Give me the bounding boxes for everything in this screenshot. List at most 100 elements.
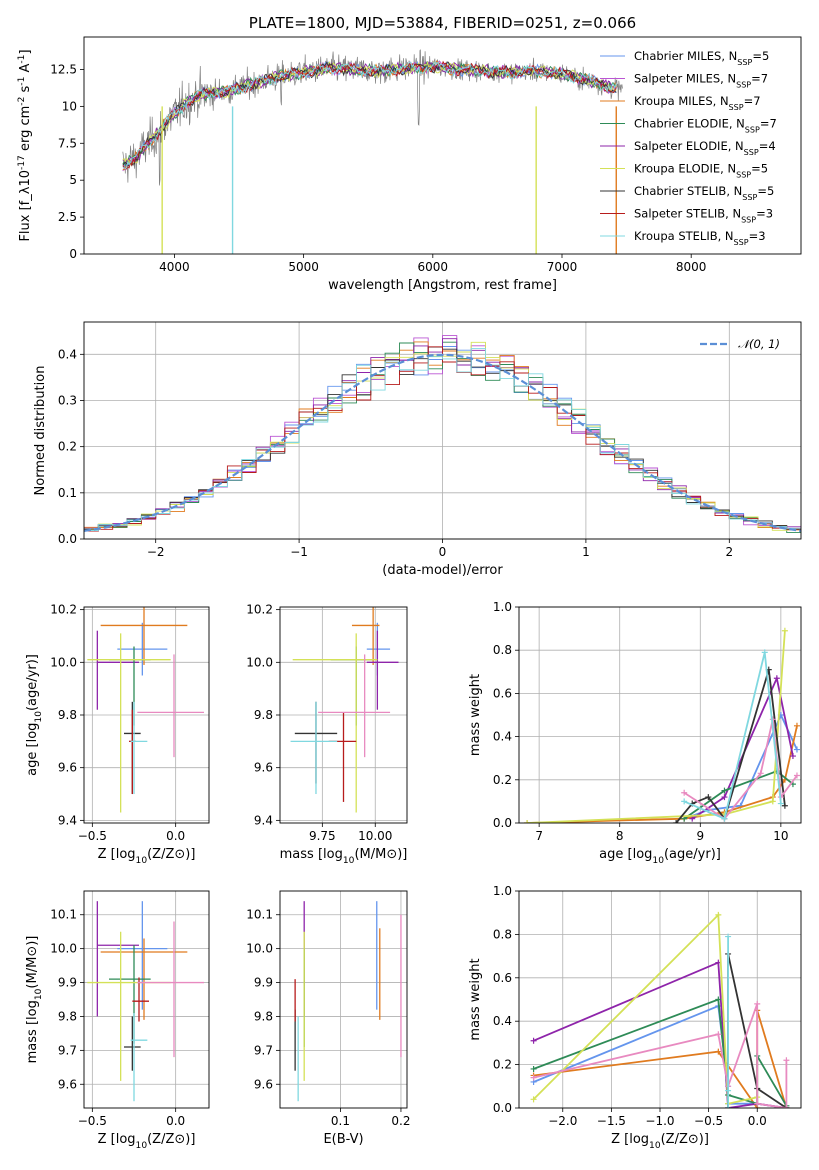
plot-spectrum: 4000 5000 6000 7000 8000 0 2.5 5 7.5 10 12.5 wavele… xyxy=(17,14,802,293)
normal-curve xyxy=(84,353,801,532)
plot-area xyxy=(87,901,204,1102)
errorbar-point xyxy=(96,901,139,1017)
weight-marker xyxy=(725,933,732,940)
plot-massweight-vs-Z: −2.0 −1.5 −1.0 −0.5 0.0 0.0 0.2 0.4 0.6 0.8 1.0 Z [… xyxy=(468,884,802,1151)
legend-entry: Kroupa ELODIE, NSSP=5 xyxy=(634,162,768,180)
x-axis-label: mass [log10(M/M⊙)] xyxy=(280,847,408,866)
y-tick-label: 9.6 xyxy=(58,761,77,775)
y-tick-label: 0.6 xyxy=(493,686,512,700)
y-axis-label: mass [log10(M/M⊙)] xyxy=(25,936,44,1064)
plot-residuals: −2 −1 0 1 2 0.0 0.1 0.2 0.3 0.4 (data-model)/error… xyxy=(33,321,802,578)
errorbar-point xyxy=(117,901,168,1010)
y-tick-label: 0 xyxy=(69,247,77,261)
x-tick-label: 9 xyxy=(696,829,704,843)
weight-marker xyxy=(754,1000,761,1007)
x-tick-label: −2.0 xyxy=(548,1114,577,1128)
y-tick-label: 1.0 xyxy=(493,600,512,614)
y-tick-label: 9.8 xyxy=(58,708,77,722)
axes-frame xyxy=(83,606,210,824)
axes-frame xyxy=(83,890,210,1109)
weight-series xyxy=(683,770,794,820)
weight-marker xyxy=(793,772,800,779)
x-tick-label: −1.5 xyxy=(597,1114,626,1128)
x-tick-label: −0.5 xyxy=(78,1114,107,1128)
legend-entry: Chabrier ELODIE, NSSP=7 xyxy=(634,117,777,135)
weight-marker xyxy=(754,1100,761,1107)
legend-entry: Salpeter STELIB, NSSP=3 xyxy=(634,207,773,225)
legend-entry: Kroupa MILES, NSSP=7 xyxy=(634,94,761,112)
x-tick-label: 0.0 xyxy=(166,1114,185,1128)
errorbar-point xyxy=(292,633,378,813)
weight-marker xyxy=(793,722,800,729)
x-tick-label: −2 xyxy=(147,545,165,559)
y-tick-label: 0.3 xyxy=(58,393,77,407)
plot-massweight-vs-age: 7 8 9 10 0.0 0.2 0.4 0.6 0.8 1.0 age [log10(age/yr… xyxy=(468,600,802,866)
weight-marker xyxy=(777,800,784,807)
x-tick-label: 6000 xyxy=(418,260,449,274)
weight-marker xyxy=(773,675,780,682)
y-axis-label: mass weight xyxy=(468,674,483,756)
weight-series xyxy=(675,669,786,823)
errorbar-point xyxy=(366,630,399,710)
y-tick-label: 0.8 xyxy=(493,927,512,941)
x-tick-label: 7000 xyxy=(547,260,578,274)
weight-marker xyxy=(793,746,800,753)
weight-marker xyxy=(715,996,722,1003)
plot-area xyxy=(122,49,623,254)
plot-age-vs-mass: 9.75 10.00 9.4 9.6 9.8 10.0 10.2 mass [log10(M/… xyxy=(246,603,408,866)
x-axis-label: Z [log10(Z/Z⊙)] xyxy=(98,847,196,866)
plot-area xyxy=(290,607,399,813)
weight-marker xyxy=(721,787,728,794)
y-tick-label: 9.8 xyxy=(58,1009,77,1023)
model-line xyxy=(122,60,617,170)
weight-marker xyxy=(769,798,776,805)
x-axis-label: Z [log10(Z/Z⊙)] xyxy=(98,1132,196,1151)
errorbar-point xyxy=(130,1013,148,1102)
y-tick-label: 9.8 xyxy=(254,1009,273,1023)
plot-area xyxy=(524,627,800,823)
y-axis-label: Normed distribution xyxy=(33,366,48,496)
weight-marker xyxy=(781,627,788,634)
plot-area xyxy=(530,911,790,1108)
errorbar-point xyxy=(96,630,139,710)
model-line xyxy=(122,61,617,170)
y-tick-label: 9.9 xyxy=(58,976,77,990)
y-tick-label: 0.0 xyxy=(493,1101,512,1115)
weight-marker xyxy=(783,1105,790,1108)
weight-marker xyxy=(681,789,688,796)
errorbar-point xyxy=(366,622,391,676)
y-tick-label: 10.0 xyxy=(50,655,77,669)
plot-age-vs-Z: −0.5 0.0 9.4 9.6 9.8 10.0 10.2 Z [log10(Z/Z⊙)] a… xyxy=(25,603,210,866)
errorbar-point xyxy=(87,633,171,813)
weight-marker xyxy=(789,753,796,760)
plot-area xyxy=(294,901,402,1102)
chart-title: PLATE=1800, MJD=53884, FIBERID=0251, z=0… xyxy=(249,14,636,32)
errorbar-point xyxy=(290,701,338,795)
weight-marker xyxy=(715,1031,722,1038)
weight-series xyxy=(683,719,798,820)
weight-series xyxy=(527,725,798,823)
y-tick-label: 7.5 xyxy=(58,136,77,150)
y-tick-label: 9.9 xyxy=(254,976,273,990)
x-tick-label: 0.1 xyxy=(331,1114,350,1128)
x-tick-label: 10.00 xyxy=(358,829,392,843)
errorbar-point xyxy=(130,701,148,795)
y-tick-label: 0.8 xyxy=(493,643,512,657)
weight-marker xyxy=(705,794,712,801)
legend-entry: 𝒩(0, 1) xyxy=(738,337,780,351)
y-tick-label: 9.4 xyxy=(58,813,77,827)
x-tick-label: 0.0 xyxy=(748,1114,767,1128)
weight-marker xyxy=(673,820,680,823)
x-tick-label: 9.75 xyxy=(309,829,336,843)
weight-marker xyxy=(530,1074,537,1081)
x-tick-label: 4000 xyxy=(159,260,190,274)
x-tick-label: 10 xyxy=(773,829,788,843)
x-axis-label: age [log10(age/yr)] xyxy=(599,847,721,866)
errorbar-point xyxy=(137,921,204,1058)
y-tick-label: 9.7 xyxy=(58,1043,77,1057)
axes-frame xyxy=(279,890,408,1109)
y-tick-label: 10 xyxy=(62,99,77,113)
y-tick-label: 0.2 xyxy=(58,440,77,454)
y-tick-label: 5 xyxy=(69,173,77,187)
x-tick-label: 1 xyxy=(582,545,590,559)
